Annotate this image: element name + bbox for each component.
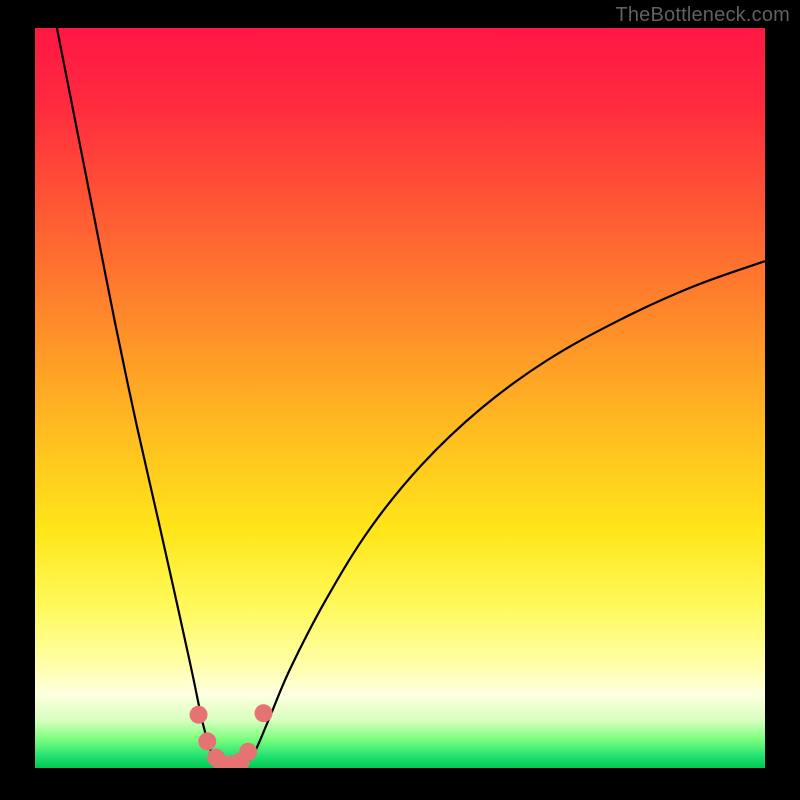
marker-point	[190, 706, 208, 724]
marker-point	[198, 732, 216, 750]
curve-right-branch	[243, 261, 765, 766]
watermark-text: TheBottleneck.com	[615, 4, 790, 27]
marker-point	[254, 704, 272, 722]
bottleneck-curve	[35, 28, 765, 768]
chart-outer-frame: TheBottleneck.com	[0, 0, 800, 800]
curve-left-branch	[57, 28, 219, 767]
marker-point	[239, 743, 257, 761]
markers-group	[190, 704, 273, 768]
plot-area	[35, 28, 765, 768]
